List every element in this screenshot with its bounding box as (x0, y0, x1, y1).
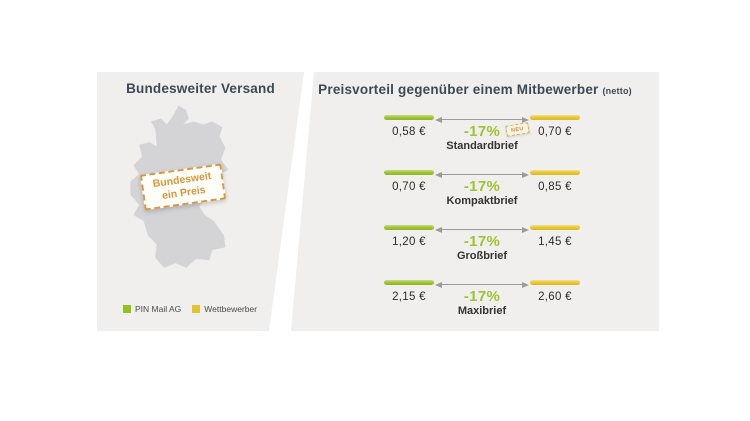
price-row-grossbrief: 1,20 € -17% Großbrief 1,45 € (377, 225, 587, 280)
letter-type-label: Kompaktbrief (446, 195, 518, 207)
legend-label-pin: PIN Mail AG (135, 304, 182, 314)
legend-item-pin: PIN Mail AG (123, 304, 181, 314)
pin-price-value: 1,20 € (392, 236, 426, 248)
advantage-cell: -17% Maxibrief (435, 280, 529, 317)
pin-price-bar (384, 170, 434, 175)
advantage-cell: -17% Kompaktbrief (435, 170, 529, 207)
competitor-price-bar (530, 115, 580, 120)
competitor-price-bar (530, 170, 580, 175)
right-panel-title-text: Preisvorteil gegenüber einem Mitbewerber (318, 82, 599, 97)
competitor-price-cell: 1,45 € (523, 225, 587, 248)
left-panel-title: Bundesweiter Versand (126, 81, 275, 96)
pin-green-swatch-icon (123, 305, 131, 313)
competitor-yellow-swatch-icon (192, 305, 200, 313)
competitor-price-bar (530, 225, 580, 230)
price-row-kompaktbrief: 0,70 € -17% Kompaktbrief 0,85 € (377, 170, 587, 225)
pin-price-bar (384, 280, 434, 285)
letter-type-label: Großbrief (456, 250, 508, 262)
competitor-price-value: 1,45 € (538, 236, 572, 248)
pin-price-bar (384, 115, 434, 120)
price-row-maxibrief: 2,15 € -17% Maxibrief 2,60 € (377, 280, 587, 331)
competitor-price-bar (530, 280, 580, 285)
competitor-price-value: 2,60 € (538, 291, 572, 303)
legend: PIN Mail AG Wettbewerber (123, 304, 257, 314)
pin-price-value: 2,15 € (392, 291, 426, 303)
letter-type-label: Maxibrief (457, 305, 507, 317)
pin-price-cell: 2,15 € (377, 280, 441, 303)
advantage-percent: -17% (463, 178, 501, 195)
competitor-price-cell: 0,70 € (523, 115, 587, 138)
double-arrow-icon (435, 116, 529, 123)
pin-price-cell: 1,20 € (377, 225, 441, 248)
letter-type-label: Standardbrief (446, 140, 518, 152)
legend-item-competitor: Wettbewerber (192, 304, 257, 314)
competitor-price-value: 0,70 € (538, 126, 572, 138)
double-arrow-icon (435, 171, 529, 178)
price-row-standardbrief: 0,58 € -17% Standardbrief 0,70 € NEU (377, 115, 587, 170)
advantage-cell: -17% Großbrief (435, 225, 529, 262)
price-comparison-rows: 0,58 € -17% Standardbrief 0,70 € NEU 0,7… (377, 115, 587, 331)
double-arrow-icon (435, 226, 529, 233)
advantage-percent: -17% (463, 288, 501, 305)
pin-price-value: 0,70 € (392, 181, 426, 193)
pin-price-bar (384, 225, 434, 230)
panel-nationwide-shipping: Bundesweiter Versand Bundesweit ein Prei… (97, 72, 304, 331)
pin-price-cell: 0,58 € (377, 115, 441, 138)
advantage-percent: -17% (463, 233, 501, 250)
advantage-cell: -17% Standardbrief (435, 115, 529, 152)
right-panel-title: Preisvorteil gegenüber einem Mitbewerber… (291, 82, 659, 97)
legend-label-competitor: Wettbewerber (204, 304, 258, 314)
competitor-price-value: 0,85 € (538, 181, 572, 193)
competitor-price-cell: 0,85 € (523, 170, 587, 193)
double-arrow-icon (435, 281, 529, 288)
pin-price-value: 0,58 € (392, 126, 426, 138)
right-panel-title-note: (netto) (602, 86, 632, 96)
pin-price-cell: 0,70 € (377, 170, 441, 193)
competitor-price-cell: 2,60 € (523, 280, 587, 303)
panel-price-advantage: Preisvorteil gegenüber einem Mitbewerber… (291, 72, 659, 331)
advantage-percent: -17% (463, 123, 501, 140)
